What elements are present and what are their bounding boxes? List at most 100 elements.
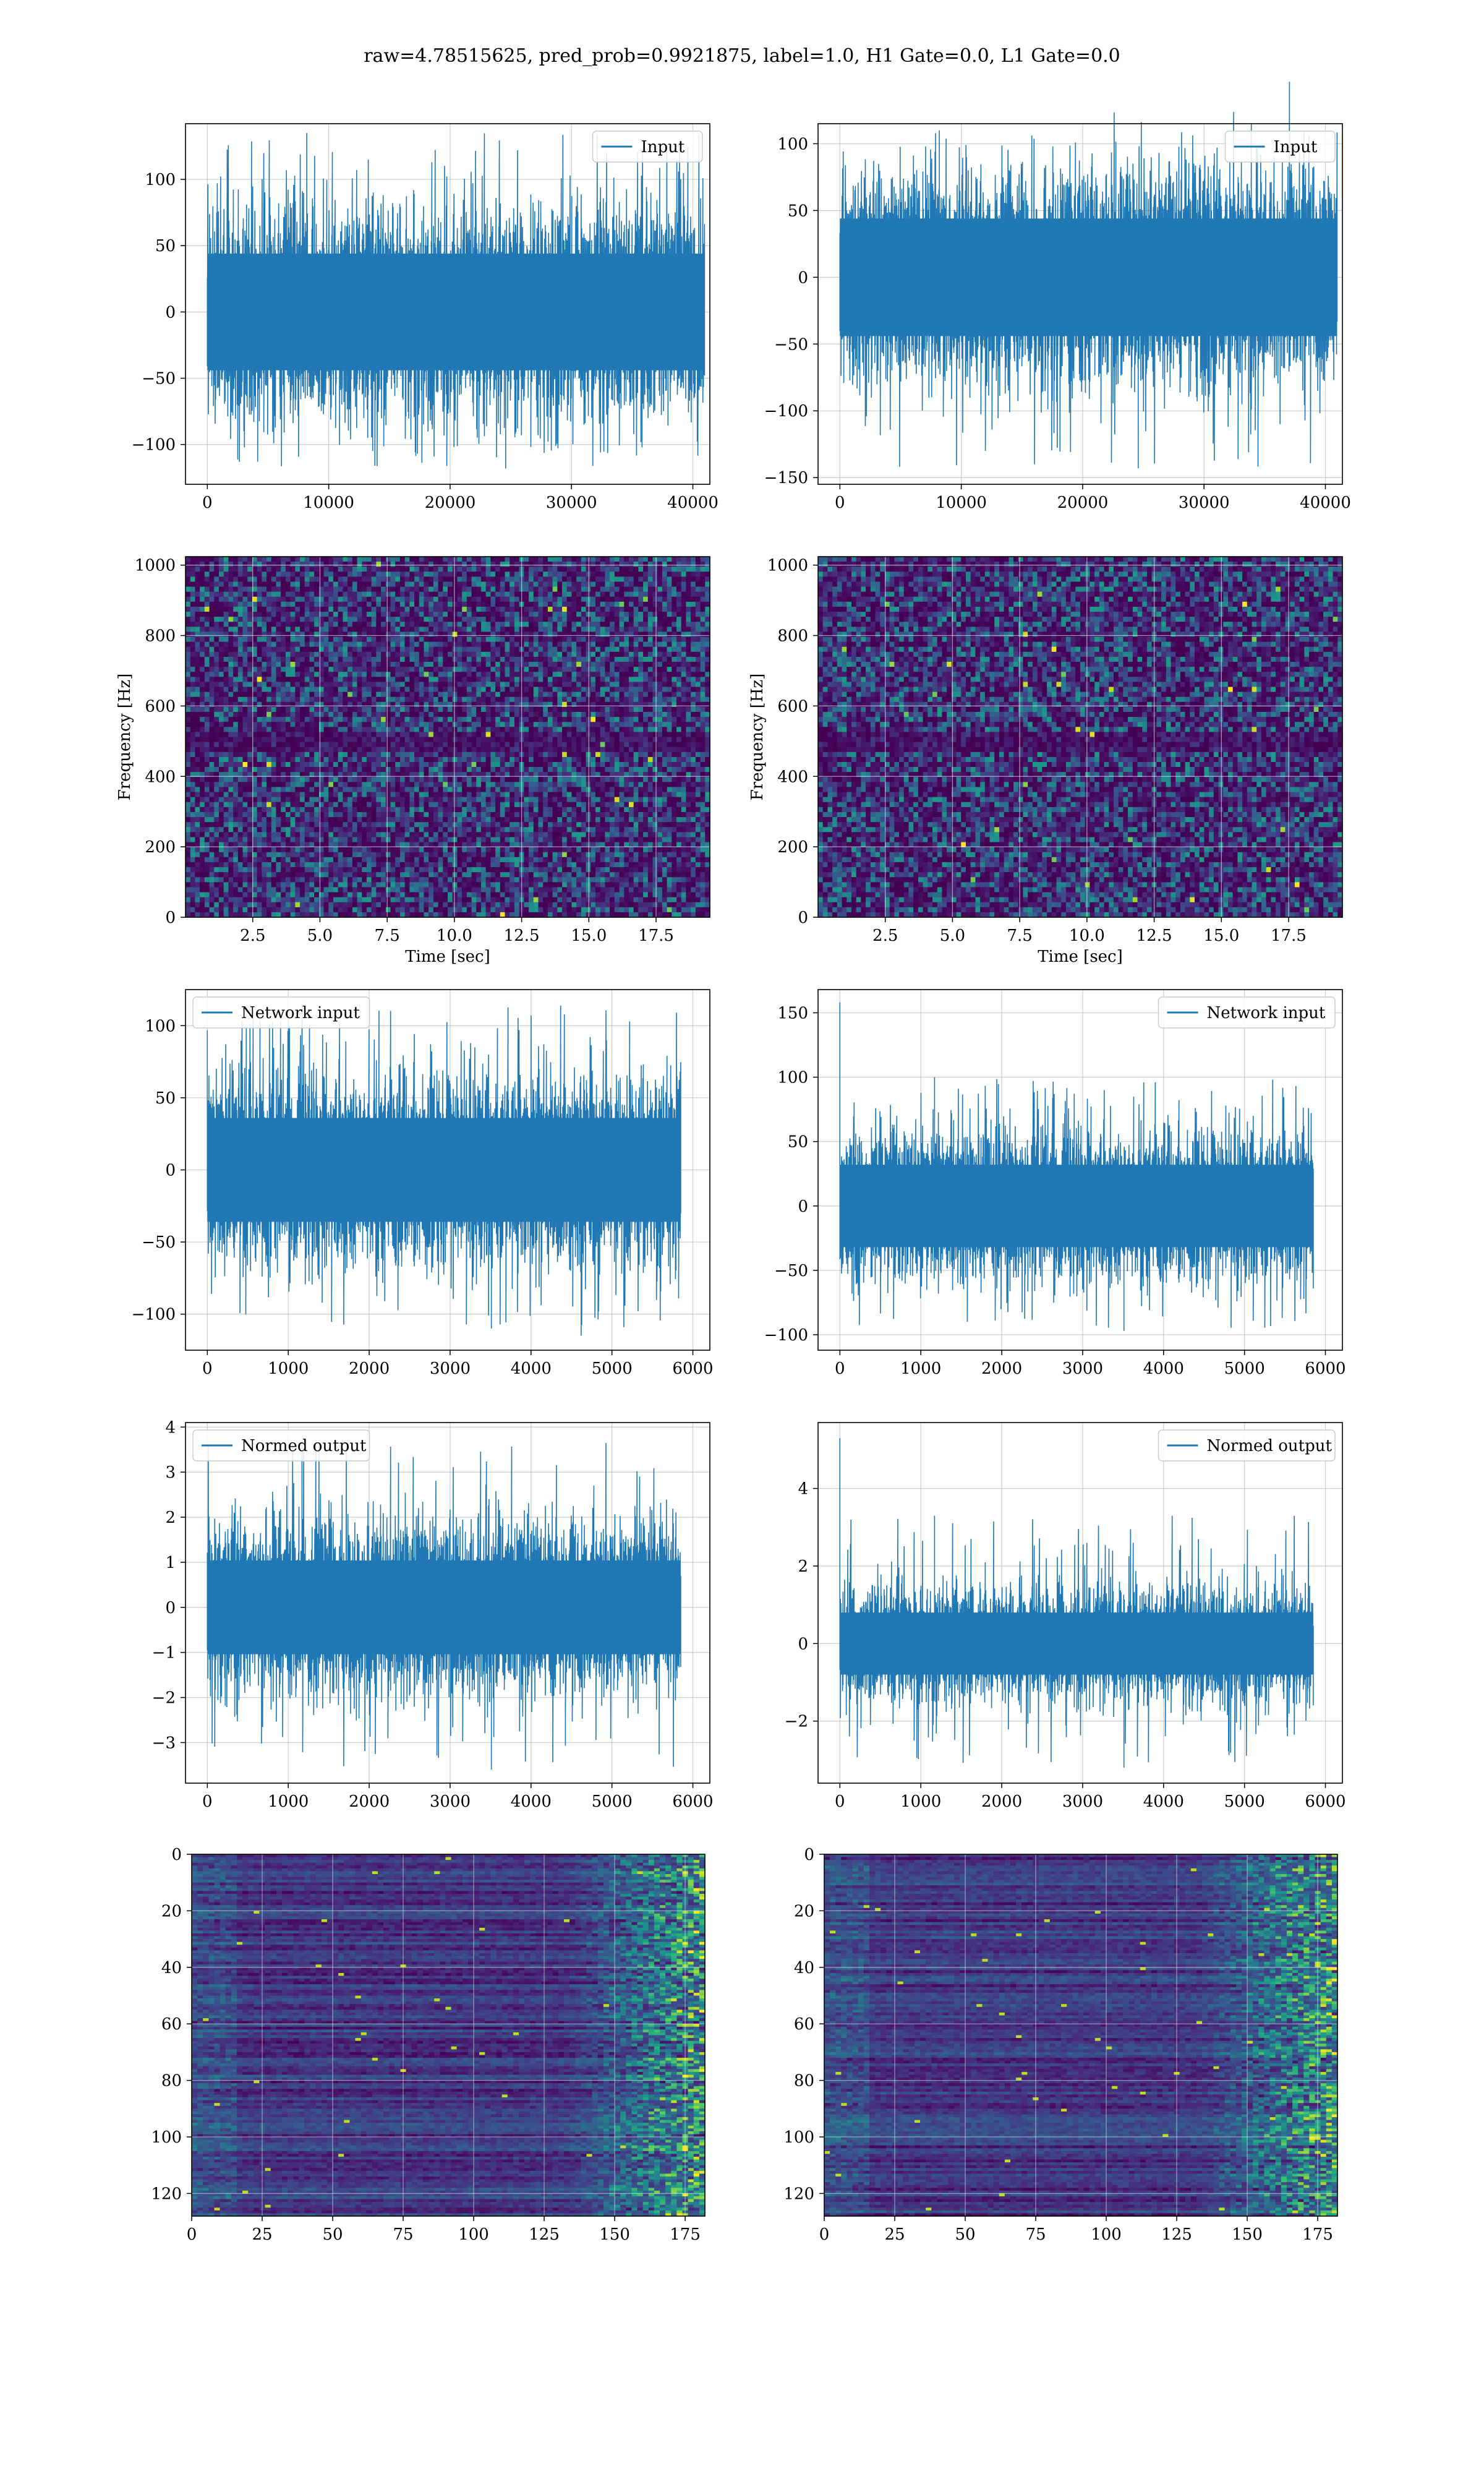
heatmap-cell — [305, 587, 310, 593]
heatmap-cell — [338, 576, 343, 582]
heatmap-cell — [701, 581, 706, 587]
heatmap-cell — [648, 581, 653, 587]
heatmap-cell — [591, 581, 595, 587]
heatmap-cell — [281, 576, 286, 582]
heatmap-cell — [605, 562, 610, 567]
heatmap-cell — [390, 576, 395, 582]
heatmap-cell — [562, 557, 567, 562]
heatmap-cell — [500, 567, 505, 572]
x-tick-label: 40000 — [667, 494, 719, 512]
heatmap-cell — [414, 581, 419, 587]
heatmap-cell — [495, 576, 500, 582]
heatmap-cell — [600, 581, 605, 587]
heatmap-cell — [481, 576, 486, 582]
heatmap-cell — [267, 587, 271, 593]
heatmap-cell — [362, 557, 367, 562]
heatmap-cell — [457, 557, 462, 562]
figure-title: raw=4.78515625, pred_prob=0.9921875, lab… — [364, 45, 1120, 67]
x-tick-label: 30000 — [546, 494, 597, 512]
heatmap-cell — [324, 567, 329, 572]
heatmap-cell — [433, 567, 438, 572]
heatmap-cell — [309, 581, 314, 587]
heatmap-cell — [386, 587, 391, 593]
heatmap-cell — [190, 571, 195, 577]
heatmap-cell — [448, 587, 453, 593]
heatmap-cell — [205, 581, 210, 587]
heatmap-cell — [409, 562, 414, 567]
heatmap-cell — [214, 576, 219, 582]
heatmap-cell — [219, 576, 224, 582]
heatmap-cell — [638, 581, 643, 587]
chart-panel-input-l1: 0 10000 20000 30000 40000−150−100−50050100 In… — [764, 82, 1351, 512]
y-tick-label: 0 — [798, 268, 808, 287]
heatmap-cell — [300, 576, 305, 582]
heatmap-cell — [400, 576, 405, 582]
heatmap-cell — [510, 581, 514, 587]
heatmap-cell — [557, 567, 562, 572]
heatmap-cell — [424, 581, 429, 587]
heatmap-cell — [233, 576, 238, 582]
heatmap-cell — [438, 581, 443, 587]
heatmap-cell — [467, 581, 472, 587]
heatmap-cell — [591, 576, 595, 582]
heatmap-cell — [219, 562, 224, 567]
heatmap-cell — [257, 562, 262, 567]
heatmap-cell — [314, 581, 319, 587]
heatmap-cell — [372, 562, 377, 567]
heatmap-cell — [381, 576, 386, 582]
heatmap-cell — [696, 567, 701, 572]
heatmap-cell — [481, 567, 486, 572]
heatmap-cell — [357, 557, 362, 562]
heatmap-cell — [376, 567, 381, 572]
heatmap-cell — [376, 562, 381, 567]
heatmap-cell — [453, 557, 458, 562]
heatmap-cell — [372, 587, 377, 593]
heatmap-cell — [605, 581, 610, 587]
heatmap-cell — [305, 562, 310, 567]
heatmap-cell — [357, 576, 362, 582]
heatmap-cell — [662, 562, 667, 567]
heatmap-cell — [224, 562, 229, 567]
heatmap-cell — [643, 581, 648, 587]
heatmap-cell — [424, 567, 429, 572]
heatmap-cell — [672, 562, 676, 567]
heatmap-cell — [696, 562, 701, 567]
heatmap-cell — [381, 557, 386, 562]
heatmap-cell — [676, 581, 681, 587]
heatmap-cell — [524, 576, 529, 582]
heatmap-cell — [696, 571, 701, 577]
heatmap-cell — [448, 567, 453, 572]
heatmap-cell — [262, 557, 267, 562]
heatmap-cell — [543, 581, 548, 587]
heatmap-cell — [300, 567, 305, 572]
heatmap-cell — [676, 571, 681, 577]
heatmap-cell — [286, 557, 291, 562]
heatmap-cell — [372, 567, 377, 572]
heatmap-cell — [538, 581, 543, 587]
heatmap-cell — [643, 576, 648, 582]
heatmap-cell — [681, 562, 686, 567]
heatmap-cell — [367, 587, 372, 593]
heatmap-cell — [686, 567, 691, 572]
heatmap-cell — [691, 557, 696, 562]
heatmap-cell — [453, 571, 458, 577]
heatmap-cell — [343, 571, 348, 577]
heatmap-cell — [233, 581, 238, 587]
heatmap-cell — [276, 567, 281, 572]
heatmap-cell — [681, 576, 686, 582]
y-tick-label: 50 — [788, 202, 808, 220]
x-tick-label: 10000 — [303, 494, 354, 512]
heatmap-cell — [476, 571, 481, 577]
heatmap-cell — [381, 562, 386, 567]
heatmap-cell — [324, 581, 329, 587]
heatmap-cell — [305, 567, 310, 572]
heatmap-cell — [281, 562, 286, 567]
heatmap-cell — [472, 581, 477, 587]
heatmap-cell — [233, 557, 238, 562]
heatmap-cell — [610, 567, 615, 572]
heatmap-cell — [672, 576, 676, 582]
heatmap-cell — [557, 562, 562, 567]
heatmap-cell — [620, 581, 625, 587]
heatmap-cell — [490, 587, 495, 593]
heatmap-cell — [400, 567, 405, 572]
